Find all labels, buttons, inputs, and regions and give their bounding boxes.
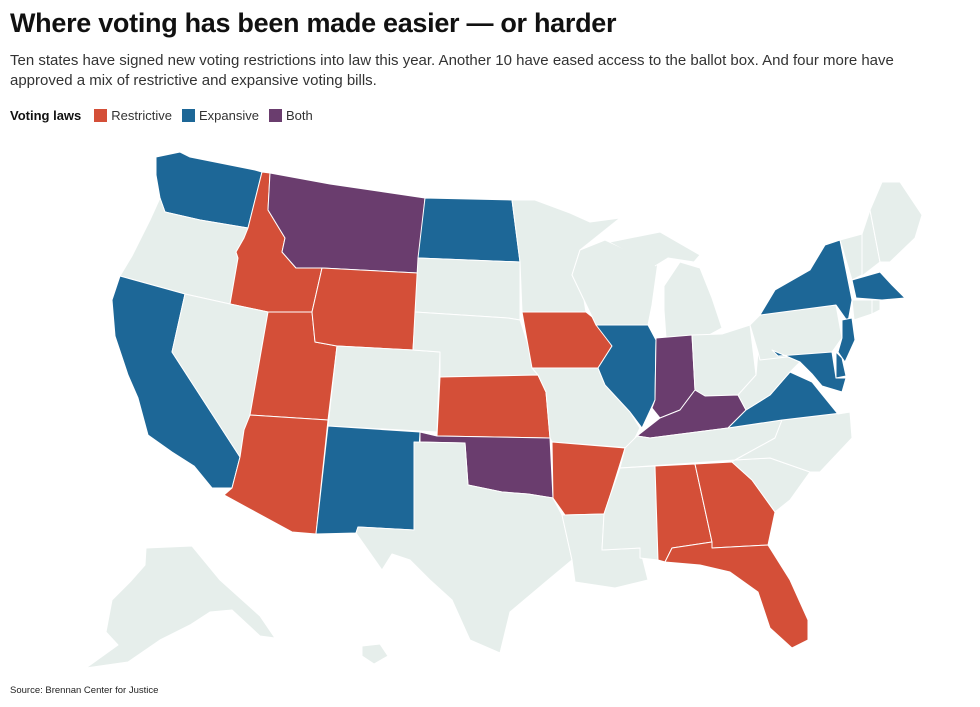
- legend-item-restrictive: Restrictive: [94, 108, 172, 123]
- state-SD[interactable]: [414, 257, 521, 321]
- legend-label-both: Both: [285, 107, 313, 123]
- state-FL[interactable]: [664, 541, 809, 649]
- state-MT[interactable]: [267, 172, 426, 274]
- chart-subtitle: Ten states have signed new voting restri…: [10, 52, 894, 89]
- us-map: [85, 151, 923, 669]
- state-CO[interactable]: [327, 345, 441, 433]
- legend-item-expansive: Expansive: [181, 107, 259, 123]
- state-WY[interactable]: [311, 267, 419, 351]
- legend-title: Voting laws: [10, 107, 82, 123]
- state-IL[interactable]: [595, 324, 657, 429]
- state-DE[interactable]: [835, 351, 847, 379]
- chart-title: Where voting has been made easier — or h…: [10, 8, 617, 38]
- source-note: Source: Brennan Center for Justice: [10, 685, 159, 696]
- legend-swatch-expansive: [181, 108, 195, 122]
- state-HI[interactable]: [361, 643, 389, 665]
- legend-item-both: Both: [268, 107, 313, 123]
- state-RI[interactable]: [871, 299, 881, 315]
- legend-swatch-both: [268, 108, 282, 122]
- state-MI[interactable]: [609, 231, 723, 341]
- state-TX[interactable]: [355, 441, 573, 654]
- state-NJ[interactable]: [837, 317, 856, 363]
- legend-label-restrictive: Restrictive: [111, 107, 172, 123]
- state-NM[interactable]: [315, 425, 421, 535]
- state-CT[interactable]: [851, 299, 873, 321]
- state-KS[interactable]: [436, 374, 551, 439]
- legend: Voting laws Restrictive Expansive Both: [10, 106, 323, 124]
- state-ND[interactable]: [417, 197, 521, 263]
- state-MD[interactable]: [771, 349, 847, 393]
- state-ME[interactable]: [869, 181, 923, 263]
- legend-label-expansive: Expansive: [198, 107, 259, 123]
- state-MA[interactable]: [851, 271, 906, 301]
- states-layer: [85, 151, 923, 669]
- state-AK[interactable]: [85, 545, 276, 669]
- legend-swatch-restrictive: [94, 108, 108, 122]
